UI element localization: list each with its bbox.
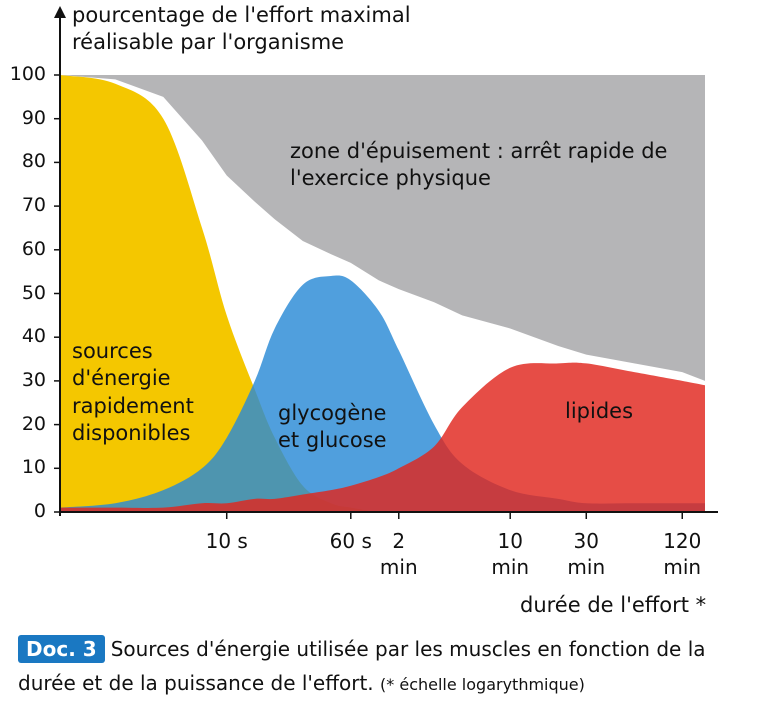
- caption-text: Sources d'énergie utilisée par les muscl…: [18, 637, 706, 695]
- y-tick-label: 20: [21, 412, 46, 435]
- series-label: sources d'énergie rapidement disponibles: [72, 339, 194, 445]
- y-tick-label: 100: [9, 63, 46, 85]
- caption: Doc. 3 Sources d'énergie utilisée par les…: [18, 632, 758, 702]
- series-label: lipides: [565, 399, 634, 423]
- y-axis-title: pourcentage de l'effort maximal réalisab…: [72, 3, 411, 55]
- area: [60, 75, 705, 513]
- y-tick-label: 90: [21, 106, 46, 129]
- x-tick-label: 10 s: [205, 529, 248, 553]
- y-tick-label: 60: [21, 237, 46, 260]
- exhaustion-zone: [60, 75, 705, 381]
- y-axis-arrow: [54, 6, 66, 18]
- zone-label: zone d'épuisement : arrêt rapide de l'ex…: [290, 139, 668, 191]
- y-tick-label: 80: [21, 150, 46, 173]
- y-tick-label: 40: [21, 325, 46, 348]
- y-tick-label: 10: [21, 456, 46, 479]
- caption-note: (* échelle logarythmique): [380, 675, 585, 694]
- y-tick-label: 50: [21, 281, 46, 304]
- x-tick-label: 120 min: [663, 529, 702, 579]
- caption-label: Doc. 3: [18, 635, 105, 663]
- x-tick-label: 60 s: [329, 529, 372, 553]
- series-label: glycogène et glucose: [278, 401, 387, 453]
- y-tick-label: 30: [21, 368, 46, 391]
- area: [60, 275, 705, 512]
- x-axis-title: durée de l'effort *: [520, 593, 707, 617]
- y-tick-label: 70: [21, 194, 46, 217]
- y-tick-label: 0: [33, 500, 46, 522]
- x-tick-label: 10 min: [491, 529, 530, 579]
- x-tick-label: 30 min: [567, 529, 606, 579]
- x-tick-label: 2 min: [379, 529, 418, 579]
- area: [60, 362, 705, 512]
